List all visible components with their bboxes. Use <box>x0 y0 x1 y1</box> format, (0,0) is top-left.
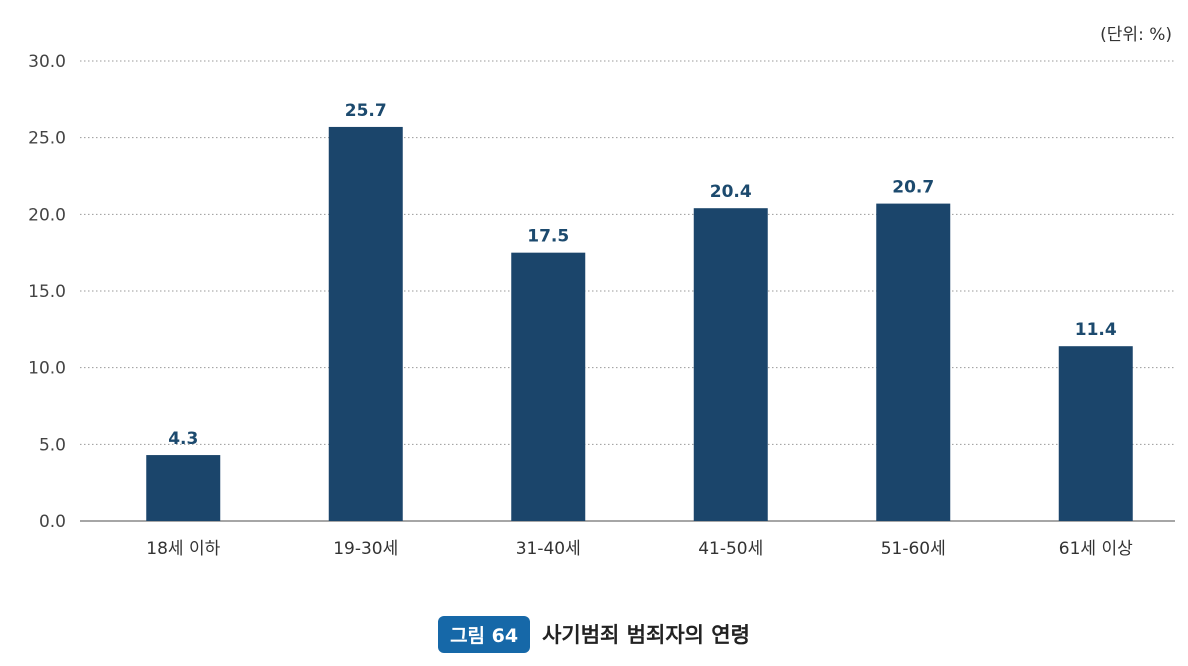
bar <box>693 208 768 521</box>
y-tick-label: 15.0 <box>28 282 66 302</box>
figure-caption: 그림 64 사기범죄 범죄자의 연령 <box>0 615 1188 653</box>
data-label: 17.5 <box>527 227 569 247</box>
figure-title: 사기범죄 범죄자의 연령 <box>542 623 750 647</box>
x-tick-label: 51-60세 <box>881 539 946 559</box>
bar-chart: 0.0 5.0 10.0 15.0 20.0 25.0 30.0 4.3 18세 이하 25.7 1… <box>28 52 1175 559</box>
bar <box>146 455 221 521</box>
x-tick-label: 18세 이하 <box>146 539 220 559</box>
x-tick-label: 61세 이상 <box>1059 539 1133 559</box>
x-tick-label: 31-40세 <box>516 539 581 559</box>
data-label: 11.4 <box>1075 320 1117 340</box>
bar <box>328 126 403 521</box>
y-tick-label: 25.0 <box>28 129 66 149</box>
y-tick-label: 10.0 <box>28 359 66 379</box>
data-label: 20.4 <box>710 182 752 202</box>
x-tick-label: 41-50세 <box>698 539 763 559</box>
data-label: 20.7 <box>892 178 934 198</box>
y-tick-label: 0.0 <box>39 512 66 532</box>
bar <box>1058 346 1133 521</box>
bar <box>876 203 951 521</box>
data-label: 4.3 <box>168 429 198 449</box>
data-label: 25.7 <box>345 101 387 121</box>
y-tick-label: 20.0 <box>28 205 66 225</box>
x-tick-label: 19-30세 <box>333 539 398 559</box>
unit-label: (단위: %) <box>1100 25 1172 45</box>
bar <box>511 252 586 521</box>
figure-number-badge: 그림 64 <box>438 615 531 653</box>
y-tick-label: 5.0 <box>39 435 66 455</box>
y-tick-label: 30.0 <box>28 52 66 72</box>
